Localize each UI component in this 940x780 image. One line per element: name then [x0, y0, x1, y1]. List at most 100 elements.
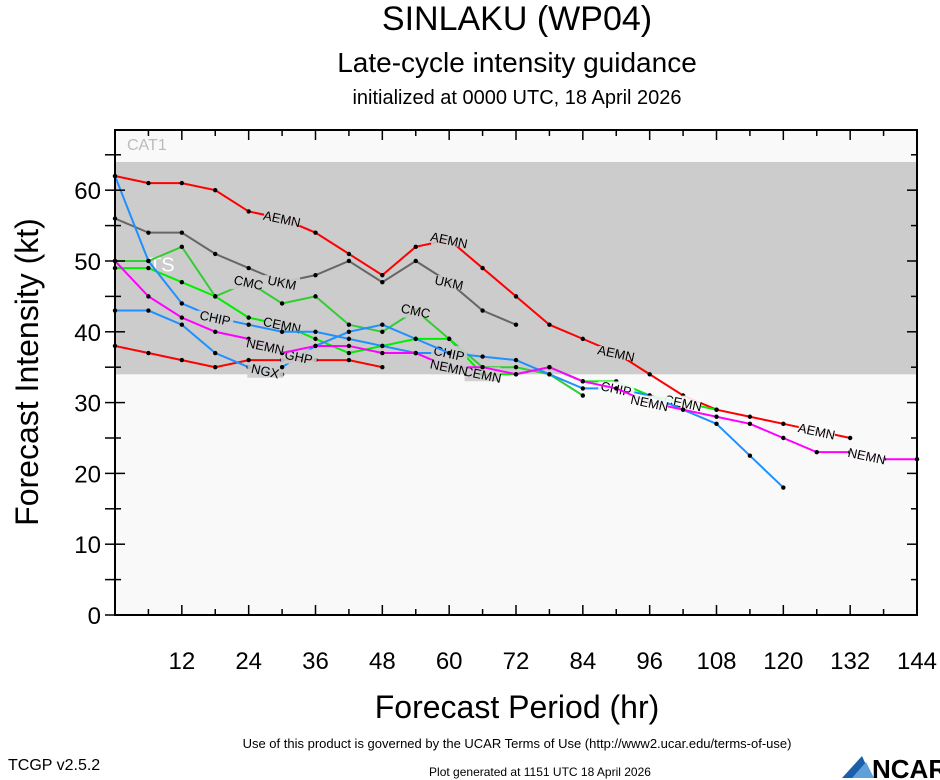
x-tick-label: 48 — [369, 648, 396, 675]
series-label: NGX — [250, 361, 281, 382]
data-point — [246, 322, 251, 327]
data-point — [380, 329, 385, 334]
data-point — [714, 421, 719, 427]
data-point — [380, 272, 385, 278]
data-point — [313, 272, 318, 278]
series-label-bg — [247, 338, 284, 353]
data-point — [480, 364, 485, 370]
series-label-bg — [431, 232, 468, 247]
band-label-cat1: CAT1 — [127, 137, 167, 154]
data-point — [380, 343, 385, 349]
x-tick-label: 96 — [636, 648, 663, 675]
generated-timestamp: Plot generated at 1151 UTC 18 April 2026 — [429, 765, 651, 779]
data-point — [580, 386, 586, 391]
data-point — [580, 336, 586, 342]
data-point — [513, 322, 519, 327]
series-label-bg — [464, 367, 501, 382]
data-point — [480, 308, 485, 313]
data-point — [146, 294, 151, 299]
data-point — [313, 230, 318, 235]
data-point — [146, 350, 151, 356]
data-point — [547, 364, 552, 370]
data-point — [513, 357, 519, 363]
data-point — [380, 350, 385, 356]
series-label: UKM — [266, 272, 297, 293]
x-tick-label: 84 — [569, 648, 596, 675]
data-point — [246, 209, 251, 214]
data-point — [614, 386, 619, 391]
x-tick-label: 144 — [897, 648, 937, 675]
data-point — [847, 435, 853, 441]
data-point — [213, 350, 218, 356]
data-point — [380, 280, 385, 285]
x-tick-label: 132 — [830, 648, 870, 675]
data-point — [246, 265, 251, 271]
data-point — [513, 364, 519, 370]
svg-text:NCAR: NCAR — [872, 754, 940, 780]
data-point — [747, 453, 753, 458]
data-point — [781, 421, 786, 427]
data-point — [714, 414, 719, 419]
data-point — [313, 343, 318, 349]
data-point — [580, 379, 586, 384]
series-label: UKM — [433, 272, 464, 293]
data-point — [213, 187, 218, 193]
data-point — [380, 322, 385, 327]
y-tick-label: 20 — [74, 461, 101, 488]
data-point — [346, 329, 352, 334]
ncar-logo: NCAR — [842, 754, 940, 780]
series-label-bg — [197, 310, 234, 325]
version-label: TCGP v2.5.2 — [8, 757, 100, 774]
series-label-bg — [798, 423, 835, 438]
data-point — [547, 322, 552, 327]
series-label: CMC — [233, 272, 265, 293]
data-point — [781, 485, 786, 490]
series-label-bg — [431, 360, 468, 375]
x-tick-label: 24 — [235, 648, 262, 675]
data-point — [346, 343, 352, 349]
data-point — [513, 372, 519, 377]
data-point — [279, 364, 285, 370]
data-point — [413, 258, 418, 264]
terms-of-use: Use of this product is governed by the U… — [243, 736, 792, 751]
data-point — [279, 329, 285, 334]
data-point — [179, 315, 185, 320]
series-label: CMC — [400, 301, 432, 322]
series-label-bg — [264, 211, 301, 226]
data-point — [747, 414, 753, 419]
series-label-bg — [431, 275, 468, 290]
series-label-bg — [848, 448, 885, 463]
data-point — [346, 350, 352, 356]
data-point — [346, 258, 352, 264]
y-tick-label: 0 — [88, 603, 101, 630]
x-tick-label: 108 — [696, 648, 736, 675]
x-tick-label: 60 — [436, 648, 463, 675]
data-point — [380, 364, 385, 370]
data-point — [781, 435, 786, 441]
data-point — [313, 294, 318, 299]
data-point — [146, 265, 151, 271]
chart-subtitle2: initialized at 0000 UTC, 18 April 2026 — [352, 87, 681, 109]
data-point — [146, 230, 151, 235]
data-point — [179, 322, 185, 327]
x-tick-label: 36 — [302, 648, 329, 675]
data-point — [179, 180, 185, 186]
series-label-bg — [230, 275, 267, 290]
series-line-ghp — [281, 323, 450, 369]
chart-subtitle: Late-cycle intensity guidance — [337, 47, 697, 78]
data-point — [313, 329, 318, 334]
series-label-bg — [247, 363, 284, 378]
data-point — [580, 393, 586, 398]
data-point — [179, 357, 185, 363]
data-point — [179, 280, 185, 285]
x-tick-label: 72 — [503, 648, 530, 675]
series-label: CHIP — [198, 308, 232, 329]
data-point — [480, 354, 485, 359]
data-point — [446, 336, 452, 342]
data-point — [146, 180, 151, 186]
series-label-bg — [264, 317, 301, 332]
series-label-bg — [264, 275, 301, 290]
data-point — [513, 294, 519, 299]
data-point — [547, 372, 552, 377]
series-label-bg — [598, 346, 635, 361]
